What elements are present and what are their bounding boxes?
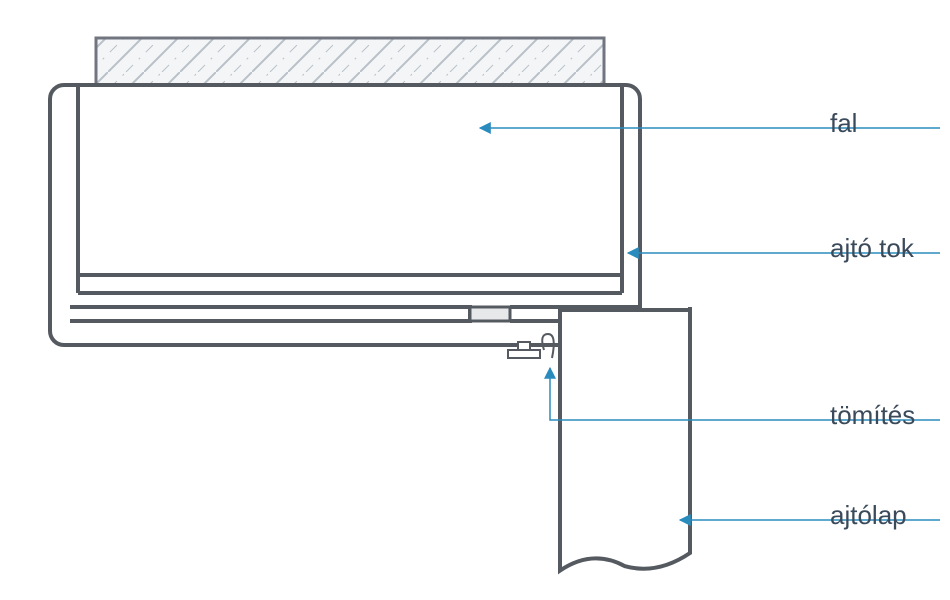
label-fal: fal	[830, 108, 857, 139]
door-leaf	[560, 307, 690, 571]
door-frame	[50, 85, 640, 345]
door-section-diagram	[0, 0, 950, 600]
label-ajtolap: ajtólap	[830, 500, 907, 531]
label-tomites: tömítés	[830, 400, 915, 431]
label-tok: ajtó tok	[830, 233, 914, 264]
